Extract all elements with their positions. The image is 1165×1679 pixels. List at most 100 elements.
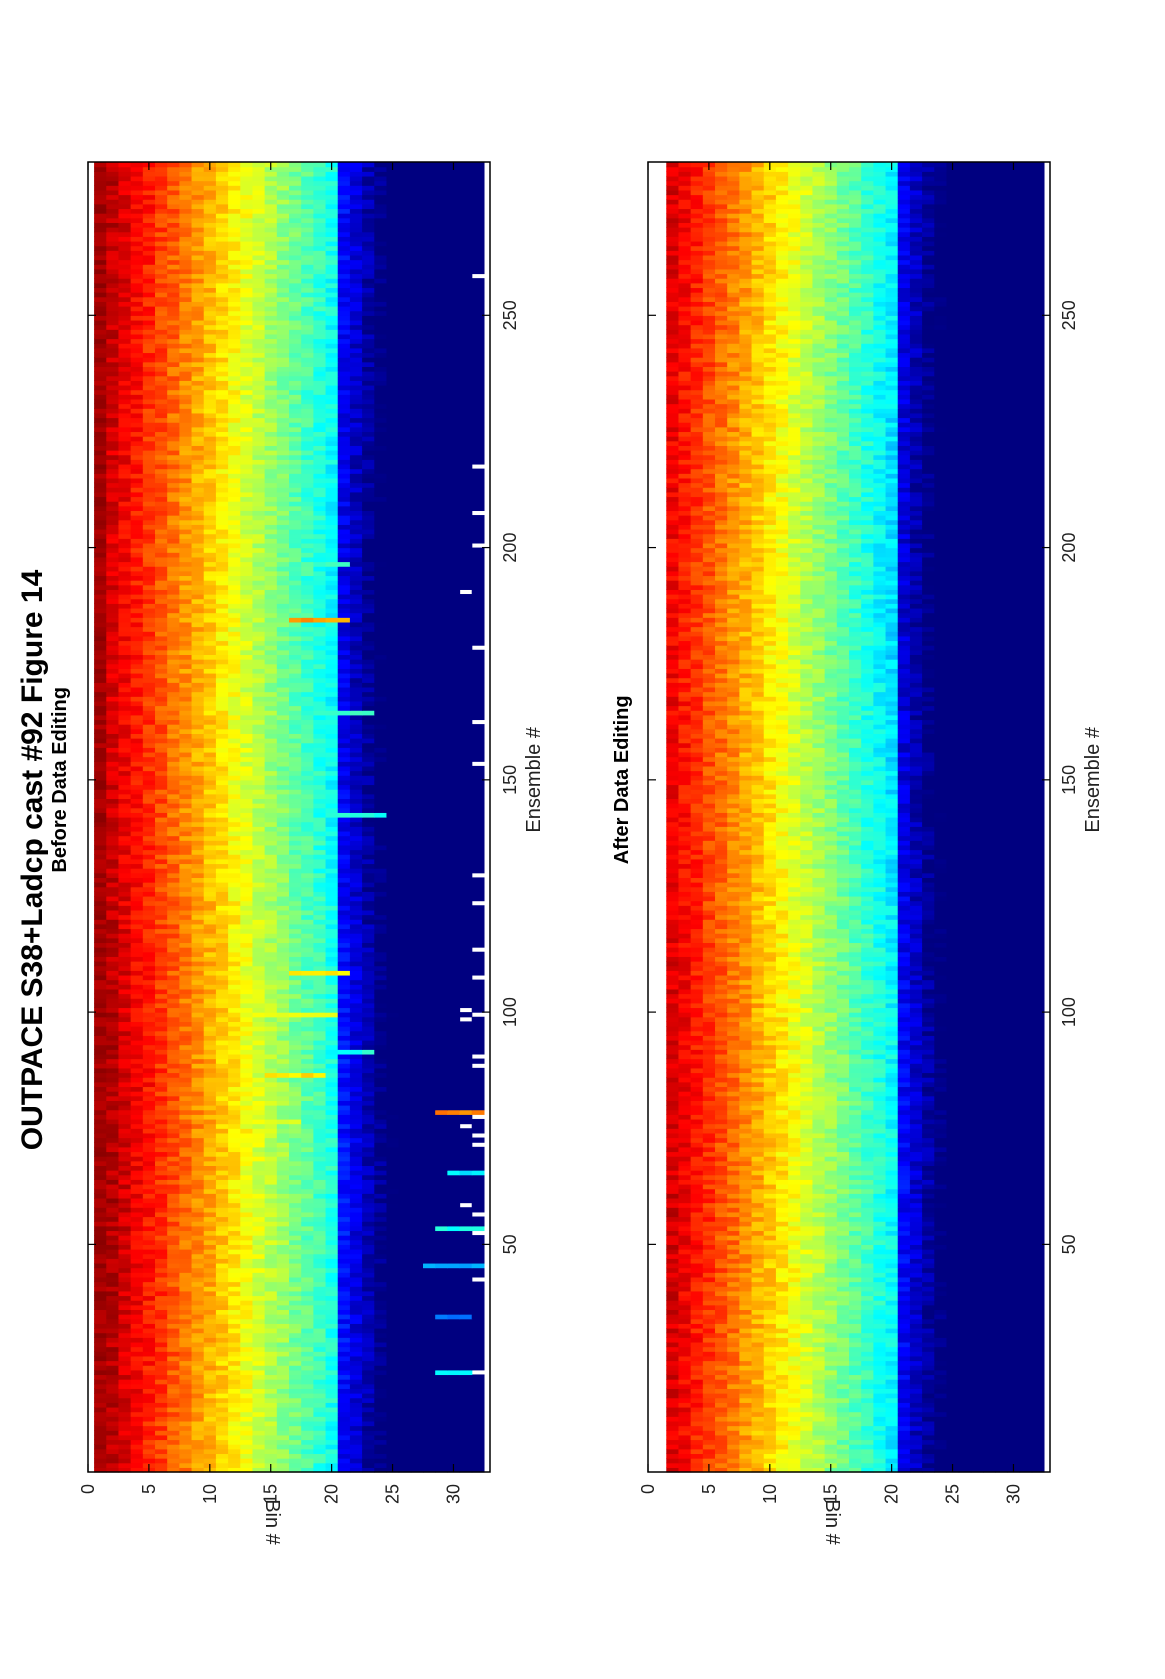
heatmap-cell xyxy=(435,798,448,804)
heatmap-cell xyxy=(374,1327,388,1334)
heatmap-cell xyxy=(94,1053,107,1060)
heatmap-cell xyxy=(264,905,278,911)
heatmap-cell xyxy=(423,1188,436,1194)
heatmap-cell xyxy=(264,1383,278,1389)
heatmap-cell xyxy=(301,751,314,758)
heatmap-cell xyxy=(410,1067,424,1074)
heatmap-cell xyxy=(398,1290,412,1297)
heatmap-cell xyxy=(374,1249,388,1255)
heatmap-cell xyxy=(203,1063,217,1069)
heatmap-cell xyxy=(289,1142,302,1148)
heatmap-cell xyxy=(264,868,278,874)
heatmap-cell xyxy=(362,1258,375,1264)
heatmap-cell xyxy=(423,1434,436,1441)
heatmap-cell xyxy=(179,1388,193,1394)
heatmap-cell xyxy=(276,1123,290,1129)
heatmap-cell xyxy=(215,993,229,999)
heatmap-cell xyxy=(289,1012,302,1018)
heatmap-cell xyxy=(191,1100,205,1106)
heatmap-cell xyxy=(252,923,266,930)
heatmap-cell xyxy=(215,1314,229,1320)
heatmap-cell xyxy=(276,1239,290,1245)
heatmap-cell xyxy=(276,798,290,804)
heatmap-cell xyxy=(155,756,168,762)
heatmap-cell xyxy=(228,807,241,813)
heatmap-cell xyxy=(289,817,302,823)
heatmap-cell xyxy=(435,1183,448,1190)
heatmap-cell xyxy=(252,1276,266,1283)
heatmap-cell xyxy=(118,1235,132,1241)
heatmap-cell xyxy=(155,1467,168,1473)
heatmap-cell xyxy=(240,1239,254,1245)
heatmap-cell xyxy=(471,1137,485,1143)
heatmap-cell xyxy=(313,1253,327,1259)
heatmap-cell xyxy=(410,961,424,967)
heatmap-cell xyxy=(301,793,314,800)
heatmap-cell xyxy=(252,1128,266,1134)
heatmap-cell xyxy=(191,979,205,985)
heatmap-cell xyxy=(276,1030,290,1036)
heatmap-cell xyxy=(179,1123,193,1129)
heatmap-cell xyxy=(142,1369,156,1376)
heatmap-cell xyxy=(106,1272,120,1278)
heatmap-cell xyxy=(325,821,339,827)
heatmap-cell xyxy=(349,919,363,925)
heatmap-cell xyxy=(264,1295,278,1301)
heatmap-cell xyxy=(301,877,314,883)
heatmap-cell xyxy=(142,1235,156,1241)
heatmap-cell xyxy=(155,905,168,911)
heatmap-cell xyxy=(252,928,266,934)
heatmap-cell xyxy=(386,1397,400,1403)
heatmap-cell xyxy=(142,1072,156,1078)
heatmap-cell xyxy=(130,1434,144,1441)
heatmap-cell xyxy=(142,761,156,767)
heatmap-cell xyxy=(349,1416,363,1422)
heatmap-cell xyxy=(374,1072,388,1078)
heatmap-cell xyxy=(313,970,327,976)
heatmap-cell xyxy=(106,928,120,934)
heatmap-cell xyxy=(252,900,266,906)
heatmap-cell xyxy=(349,895,363,902)
heatmap-cell xyxy=(362,1249,375,1255)
heatmap-cell xyxy=(167,1183,180,1190)
heatmap-cell xyxy=(374,993,388,999)
heatmap-cell xyxy=(155,761,168,767)
heatmap-cell xyxy=(349,779,363,786)
heatmap-cell xyxy=(435,1132,448,1139)
heatmap-cell xyxy=(362,742,375,748)
heatmap-cell xyxy=(179,793,193,800)
heatmap-cell xyxy=(325,923,339,930)
heatmap-cell xyxy=(423,956,436,962)
heatmap-cell xyxy=(374,1244,388,1250)
heatmap-cell xyxy=(276,1388,290,1394)
heatmap-cell xyxy=(289,1188,302,1194)
heatmap-cell xyxy=(398,1026,412,1032)
heatmap-cell xyxy=(179,1341,193,1348)
heatmap-cell xyxy=(313,1114,327,1120)
heatmap-cell xyxy=(215,1300,229,1306)
heatmap-cell xyxy=(410,1044,424,1050)
heatmap-cell xyxy=(203,1314,217,1320)
heatmap-cell xyxy=(130,830,144,837)
heatmap-cell xyxy=(374,1355,388,1362)
heatmap-cell xyxy=(471,765,485,772)
heatmap-cell xyxy=(252,779,266,786)
heatmap-cell xyxy=(94,858,107,865)
heatmap-cell xyxy=(398,1132,412,1139)
heatmap-cell xyxy=(167,1002,180,1009)
heatmap-cell xyxy=(240,1341,254,1348)
heatmap-cell xyxy=(155,1207,168,1213)
heatmap-cell xyxy=(118,1035,132,1041)
heatmap-cell xyxy=(142,840,156,846)
heatmap-cell xyxy=(191,1346,205,1352)
heatmap-cell xyxy=(459,1295,473,1301)
heatmap-cell xyxy=(435,793,448,800)
heatmap-cell xyxy=(325,844,339,851)
heatmap-cell xyxy=(423,1123,436,1129)
heatmap-cell xyxy=(155,1341,168,1348)
heatmap-cell xyxy=(447,877,461,883)
heatmap-cell xyxy=(471,1021,485,1027)
heatmap-cell xyxy=(155,840,168,846)
heatmap-cell xyxy=(167,1030,180,1036)
heatmap-cell xyxy=(325,1086,339,1092)
